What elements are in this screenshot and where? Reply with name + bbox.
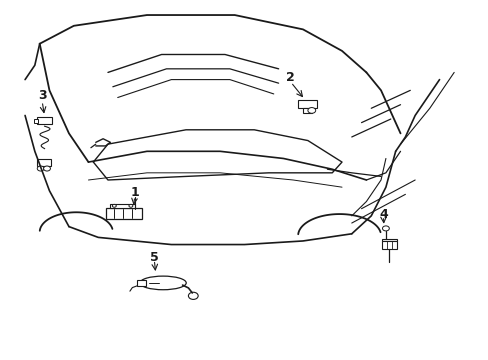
- Text: 3: 3: [38, 89, 46, 102]
- Bar: [303, 108, 311, 113]
- Text: 2: 2: [286, 71, 295, 84]
- Circle shape: [188, 292, 198, 300]
- Bar: [298, 100, 316, 108]
- Circle shape: [112, 204, 116, 207]
- Circle shape: [382, 226, 388, 231]
- Circle shape: [129, 204, 133, 207]
- Bar: [381, 239, 396, 241]
- Text: 5: 5: [150, 251, 158, 264]
- Bar: [381, 241, 396, 249]
- Bar: [37, 117, 52, 125]
- Text: 4: 4: [378, 208, 387, 221]
- Bar: [37, 159, 51, 166]
- Circle shape: [37, 166, 44, 171]
- Bar: [110, 204, 135, 208]
- Text: 1: 1: [130, 186, 139, 199]
- Ellipse shape: [140, 276, 186, 290]
- Bar: [137, 280, 146, 286]
- Bar: [34, 119, 38, 123]
- Circle shape: [43, 166, 50, 171]
- Bar: [105, 208, 142, 220]
- Circle shape: [307, 108, 315, 113]
